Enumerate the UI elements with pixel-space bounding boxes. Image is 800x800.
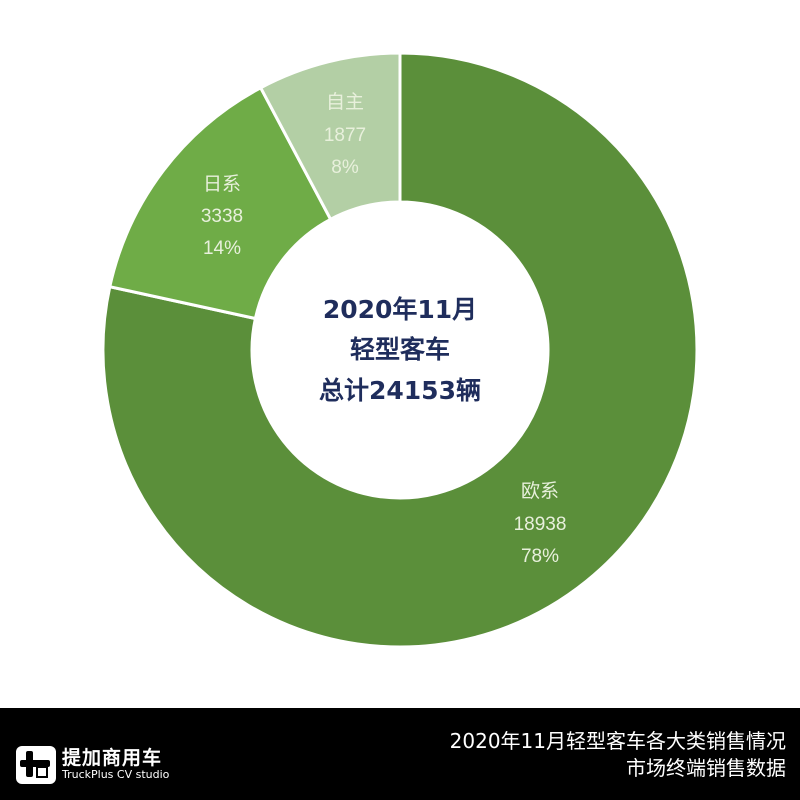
logo-name-en: TruckPlus CV studio bbox=[62, 768, 170, 781]
logo-name-cn: 提加商用车 bbox=[62, 747, 163, 769]
label-european-value: 18938 bbox=[514, 514, 567, 535]
footer-title-line2: 市场终端销售数据 bbox=[626, 756, 786, 780]
donut-chart: 自主 1877 8% 日系 3338 14% 欧系 18938 78% 2020… bbox=[101, 51, 699, 649]
brand-logo: 提加商用车 TruckPlus CV studio bbox=[16, 746, 169, 784]
label-japanese-name: 日系 bbox=[203, 173, 241, 195]
center-category: 轻型客车 bbox=[350, 335, 450, 364]
truckplus-logo-icon bbox=[16, 746, 56, 784]
label-japanese-value: 3338 bbox=[201, 206, 243, 227]
label-european-name: 欧系 bbox=[521, 480, 559, 502]
footer-title-line1: 2020年11月轻型客车各大类销售情况 bbox=[449, 729, 786, 753]
center-date: 2020年11月 bbox=[323, 295, 477, 324]
label-domestic: 自主 1877 8% bbox=[324, 91, 366, 178]
segment-japanese bbox=[108, 85, 333, 321]
label-european-pct: 78% bbox=[521, 546, 559, 567]
label-european: 欧系 18938 78% bbox=[514, 480, 567, 567]
label-domestic-name: 自主 bbox=[326, 91, 364, 113]
label-domestic-value: 1877 bbox=[324, 125, 366, 146]
label-japanese-pct: 14% bbox=[203, 238, 241, 259]
segment-european bbox=[101, 51, 699, 649]
center-summary: 2020年11月 轻型客车 总计24153辆 bbox=[319, 295, 481, 405]
label-japanese: 日系 3338 14% bbox=[201, 173, 243, 259]
label-domestic-pct: 8% bbox=[331, 157, 359, 178]
segment-domestic bbox=[258, 51, 402, 222]
footer-title: 2020年11月轻型客车各大类销售情况 市场终端销售数据 bbox=[450, 728, 786, 782]
footer-bar bbox=[0, 708, 800, 800]
center-total: 总计24153辆 bbox=[319, 376, 481, 405]
